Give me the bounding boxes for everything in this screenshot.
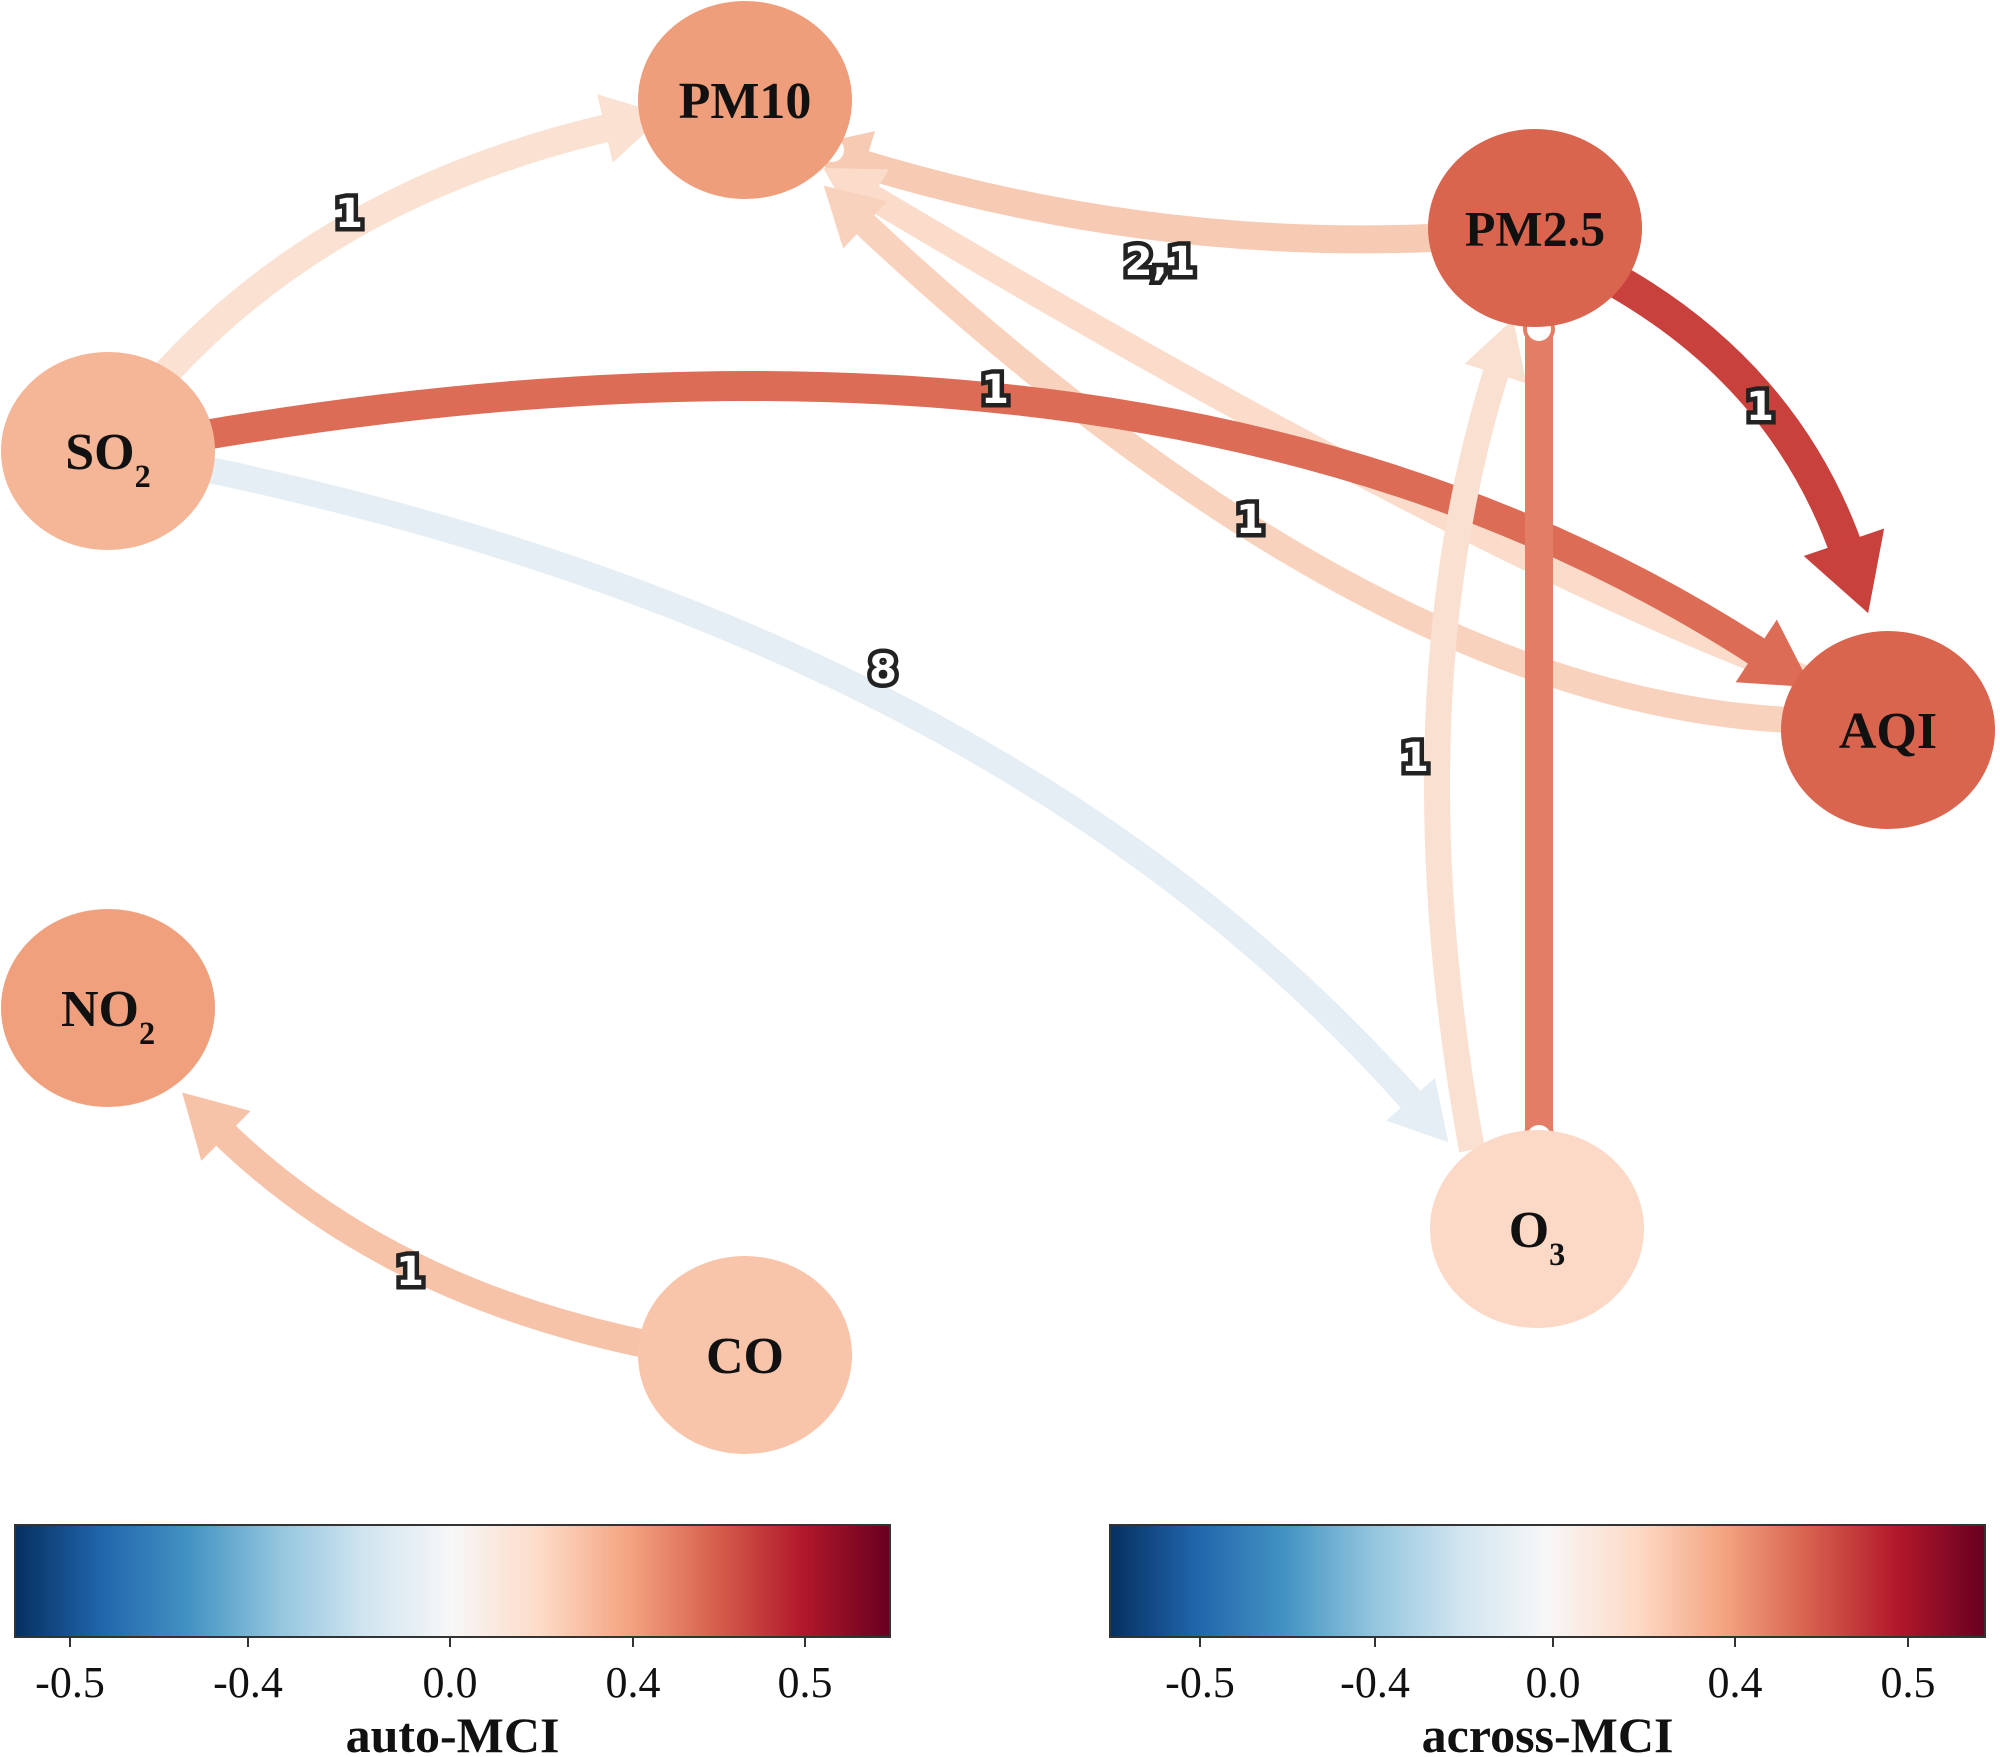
edges-layer [149, 94, 1885, 1359]
colorbar-tick-label: 0.4 [606, 1658, 661, 1707]
node-label: PM10 [679, 73, 812, 130]
node-label: NO2 [61, 981, 155, 1051]
edge-so2-o3-label: 8 [869, 647, 897, 693]
edge-pm25-aqi [1606, 265, 1885, 614]
auto-mci-colorbar-title: auto-MCI [346, 1707, 560, 1757]
edge-so2-pm10 [149, 94, 666, 390]
across-mci-colorbar: -0.5 -0.4 0.0 0.4 0.5 across-MCI [1109, 1524, 1986, 1757]
node-circle [638, 1256, 852, 1454]
edge-labels-layer: 1 2,1 1 1 1 8 1 1 [331, 187, 1779, 1300]
node-label: AQI [1839, 703, 1937, 760]
node-pm10: PM10 [638, 1, 852, 199]
edge-aqi-pm10-lower-label: 1 [1236, 497, 1264, 543]
edge-pm25-o3 [1523, 313, 1555, 1153]
colorbar-tick-label: 0.0 [423, 1658, 478, 1707]
edge-co-no2 [182, 1092, 653, 1359]
edge-o3-pm25-arrowhead [1464, 319, 1527, 384]
node-circle [1, 352, 215, 550]
node-so2: SO2 [1, 352, 215, 550]
edge-pm25-aqi-arrowhead [1803, 528, 1885, 614]
edge-so2-aqi-arrowhead [1735, 619, 1812, 688]
edge-o3-pm25-label: 1 [1401, 735, 1429, 781]
node-circle [1428, 129, 1642, 327]
colorbar-tick-label: -0.4 [213, 1658, 283, 1707]
edge-o3-pm25 [1424, 319, 1527, 1153]
edge-pm25-aqi-line [1606, 265, 1867, 566]
node-o3: O3 [1430, 1130, 1644, 1328]
edge-co-no2-line [205, 1115, 653, 1359]
auto-mci-colorbar: -0.5 -0.4 0.0 0.4 0.5 auto-MCI [14, 1524, 891, 1757]
node-circle [638, 1, 852, 199]
edge-so2-aqi-line [202, 370, 1779, 673]
node-pm25: PM2.5 [1428, 129, 1642, 327]
colorbar-tick-label: -0.5 [35, 1658, 105, 1707]
node-label: O3 [1509, 1202, 1566, 1272]
colorbar-tick-label: 0.4 [1708, 1658, 1763, 1707]
edge-so2-aqi-label: 1 [981, 367, 1009, 413]
edge-pm25-aqi-label: 1 [1746, 384, 1774, 430]
colorbar-tick-label: -0.4 [1340, 1658, 1410, 1707]
node-label: CO [706, 1328, 784, 1385]
edge-so2-aqi [202, 370, 1812, 688]
edge-aqi-pm10-lower-line [846, 205, 1791, 733]
colorbars-layer: -0.5 -0.4 0.0 0.4 0.5 auto-MCI -0.5 -0.4 0.0 0.4 0… [14, 1524, 1986, 1757]
across-mci-colorbar-title: across-MCI [1422, 1707, 1674, 1757]
colorbar-tick-label: -0.5 [1165, 1658, 1235, 1707]
node-circle [1430, 1130, 1644, 1328]
across-mci-colorbar-bar [1109, 1524, 1986, 1638]
edge-so2-o3-arrowhead [1386, 1077, 1449, 1143]
node-circle [1, 909, 215, 1107]
node-circle [1781, 631, 1995, 829]
node-co: CO [638, 1256, 852, 1454]
edge-o3-pm25-line [1424, 356, 1513, 1153]
edge-co-no2-label: 1 [396, 1249, 424, 1295]
colorbar-tick-label: 0.5 [1881, 1658, 1936, 1707]
node-label: SO2 [65, 424, 151, 494]
edge-aqi-pm10-lower-arrowhead [823, 185, 888, 249]
auto-mci-colorbar-bar [14, 1524, 891, 1638]
edge-so2-pm10-label: 1 [335, 191, 363, 237]
edge-pm25-pm10-line [845, 146, 1431, 254]
nodes-layer: PM10 PM2.5 SO2 AQI NO2 O3 CO [1, 1, 1995, 1454]
node-no2: NO2 [1, 909, 215, 1107]
edge-aqi-pm10-lower [823, 185, 1791, 733]
edge-so2-o3 [207, 457, 1449, 1143]
edge-pm25-pm10-label: 2,1 [1125, 239, 1196, 285]
node-aqi: AQI [1781, 631, 1995, 829]
edge-co-no2-arrowhead [182, 1092, 251, 1161]
edge-so2-pm10-line [149, 111, 624, 390]
colorbar-tick-label: 0.0 [1526, 1658, 1581, 1707]
colorbar-tick-label: 0.5 [778, 1658, 833, 1707]
node-label: PM2.5 [1465, 201, 1605, 257]
edge-so2-o3-line [207, 457, 1430, 1119]
